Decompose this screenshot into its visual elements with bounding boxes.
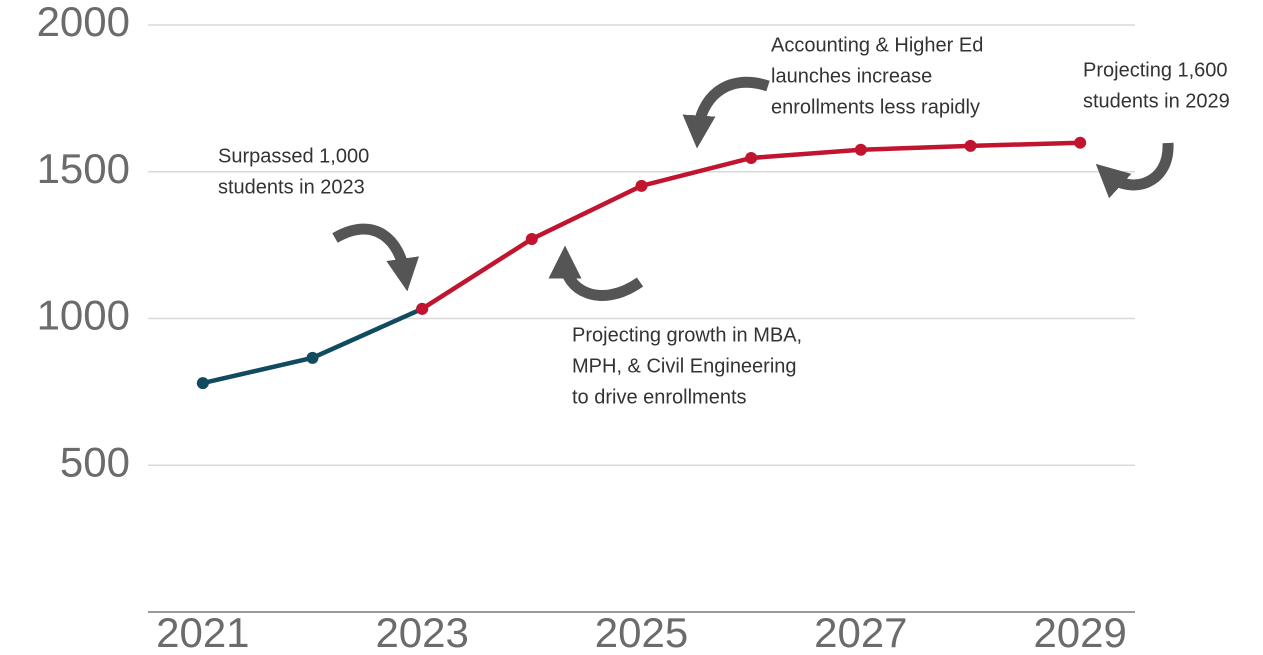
- point: [745, 151, 758, 164]
- point: [964, 139, 977, 152]
- point: [635, 179, 648, 192]
- annotation-line: Projecting 1,600: [1083, 59, 1228, 81]
- arrows: [332, 76, 1174, 301]
- annotation-line: Surpassed 1,000: [218, 145, 369, 167]
- annotation: Projecting 1,600 students in 2029: [1083, 59, 1230, 112]
- annotation-line: to drive enrollments: [572, 386, 747, 408]
- point: [1074, 136, 1087, 149]
- annotation-line: Accounting & Higher Ed: [771, 34, 983, 56]
- line: [420, 140, 1081, 311]
- point: [416, 302, 429, 315]
- annotation-line: Projecting growth in MBA,: [572, 324, 802, 346]
- y-tick-label: 2000: [37, 0, 130, 45]
- y-tick-label: 500: [60, 438, 130, 485]
- y-tick-label: 1000: [37, 292, 130, 339]
- arrow: [682, 76, 770, 149]
- point: [196, 377, 209, 390]
- x-tick-label: 2021: [156, 609, 249, 655]
- series: [416, 136, 1087, 315]
- annotation: Accounting & Higher Ed launches increase e…: [771, 34, 983, 118]
- x-tick-label: 2027: [814, 609, 907, 655]
- annotation-line: MPH, & Civil Engineering: [572, 355, 797, 377]
- point: [525, 232, 538, 245]
- arrow: [548, 245, 644, 301]
- annotation-line: students in 2029: [1083, 90, 1230, 112]
- series: [196, 302, 429, 390]
- annotation-line: launches increase: [771, 65, 932, 87]
- x-tick-label: 2023: [375, 609, 468, 655]
- annotation: Surpassed 1,000 students in 2023: [218, 145, 369, 198]
- y-tick-label: 1500: [37, 145, 130, 192]
- grid: [148, 24, 1135, 466]
- x-tick-label: 2025: [595, 609, 688, 655]
- x-tick-label: 2029: [1033, 609, 1126, 655]
- annotation-line: students in 2023: [218, 176, 365, 198]
- point: [854, 143, 867, 156]
- point: [306, 351, 319, 364]
- arrow: [1095, 142, 1174, 199]
- arrow: [332, 223, 419, 292]
- line: [202, 306, 424, 386]
- annotation: Projecting growth in MBA, MPH, & Civil En…: [572, 324, 802, 408]
- annotation-line: enrollments less rapidly: [771, 96, 980, 118]
